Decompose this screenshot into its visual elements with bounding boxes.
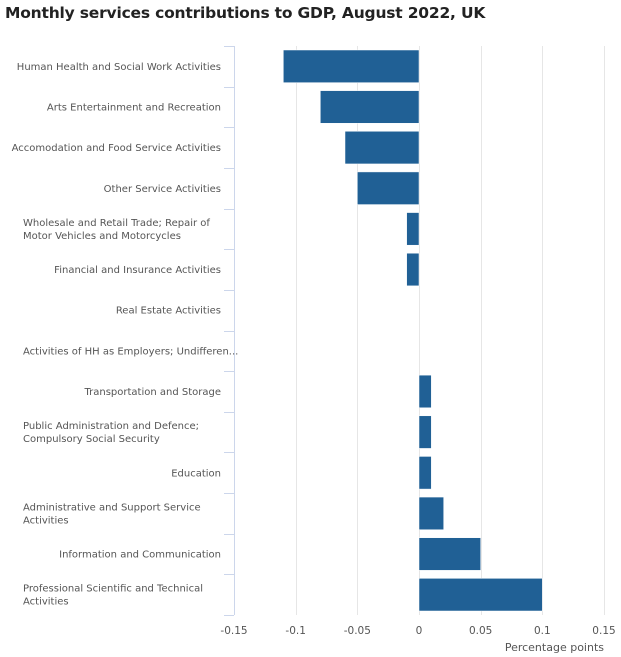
- category-label: Arts Entertainment and Recreation: [47, 102, 221, 113]
- category-label: Financial and Insurance Activities: [54, 265, 221, 276]
- x-tick-label: 0.1: [534, 625, 551, 637]
- category-label: Information and Communication: [59, 550, 221, 561]
- bar[interactable]: [320, 90, 420, 124]
- x-tick-label: 0: [416, 625, 423, 637]
- category-label: Other Service Activities: [104, 184, 221, 195]
- category-label-line: Real Estate Activities: [116, 306, 221, 317]
- chart-title: Monthly services contributions to GDP, A…: [5, 4, 486, 22]
- category-label-line: Wholesale and Retail Trade; Repair of: [23, 218, 210, 229]
- category-label: Human Health and Social Work Activities: [17, 62, 221, 73]
- category-label: Administrative and Support Service Activi…: [23, 502, 201, 526]
- category-label-line: Activities: [23, 597, 69, 608]
- category-label-line: Public Administration and Defence;: [23, 421, 199, 432]
- category-label: Accomodation and Food Service Activities: [12, 143, 221, 154]
- bar[interactable]: [418, 456, 432, 490]
- bar[interactable]: [406, 252, 420, 287]
- bar[interactable]: [418, 415, 432, 449]
- category-axis: Human Health and Social Work Activities A…: [12, 46, 238, 616]
- category-label: Activities of HH as Employers; Undiffere…: [23, 346, 238, 357]
- gridlines: [296, 46, 605, 615]
- category-label-line: Other Service Activities: [104, 184, 221, 195]
- bar[interactable]: [406, 212, 420, 246]
- x-axis-title: Percentage points: [505, 641, 604, 654]
- category-label-line: Financial and Insurance Activities: [54, 265, 221, 276]
- x-tick-label: 0.15: [592, 625, 615, 637]
- category-label-line: Human Health and Social Work Activities: [17, 62, 221, 73]
- category-label-line: Arts Entertainment and Recreation: [47, 102, 221, 113]
- category-label: Transportation and Storage: [83, 387, 221, 398]
- category-label: Professional Scientific and Technical Act…: [23, 584, 203, 608]
- bar[interactable]: [418, 578, 543, 612]
- category-label-line: Motor Vehicles and Motorcycles: [23, 231, 181, 242]
- category-label: Real Estate Activities: [116, 306, 221, 317]
- x-tick-label: 0.05: [469, 625, 492, 637]
- category-label-line: Education: [171, 468, 221, 479]
- bar[interactable]: [344, 131, 420, 165]
- bar[interactable]: [418, 537, 481, 571]
- category-label-line: Administrative and Support Service: [23, 502, 201, 513]
- bar[interactable]: [418, 374, 432, 409]
- category-label-line: Transportation and Storage: [83, 387, 221, 398]
- category-label: Wholesale and Retail Trade; Repair of Mot…: [23, 218, 210, 242]
- x-tick-label: -0.15: [220, 625, 247, 637]
- x-tick-label: -0.05: [344, 625, 371, 637]
- bar[interactable]: [418, 496, 444, 530]
- bar[interactable]: [357, 171, 420, 205]
- x-tick-label: -0.1: [285, 625, 306, 637]
- category-label-line: Activities of HH as Employers; Undiffere…: [23, 346, 238, 357]
- category-label-line: Professional Scientific and Technical: [23, 584, 203, 595]
- x-axis-ticks: -0.15 -0.1 -0.05 0 0.05 0.1 0.15: [220, 625, 615, 637]
- bar[interactable]: [283, 49, 420, 83]
- bars: [283, 49, 543, 612]
- category-label-line: Activities: [23, 515, 69, 526]
- category-label: Education: [171, 468, 221, 479]
- category-label-line: Compulsory Social Security: [23, 434, 160, 445]
- category-label-line: Information and Communication: [59, 550, 221, 561]
- category-label-line: Accomodation and Food Service Activities: [12, 143, 221, 154]
- category-label: Public Administration and Defence; Compul…: [23, 421, 199, 445]
